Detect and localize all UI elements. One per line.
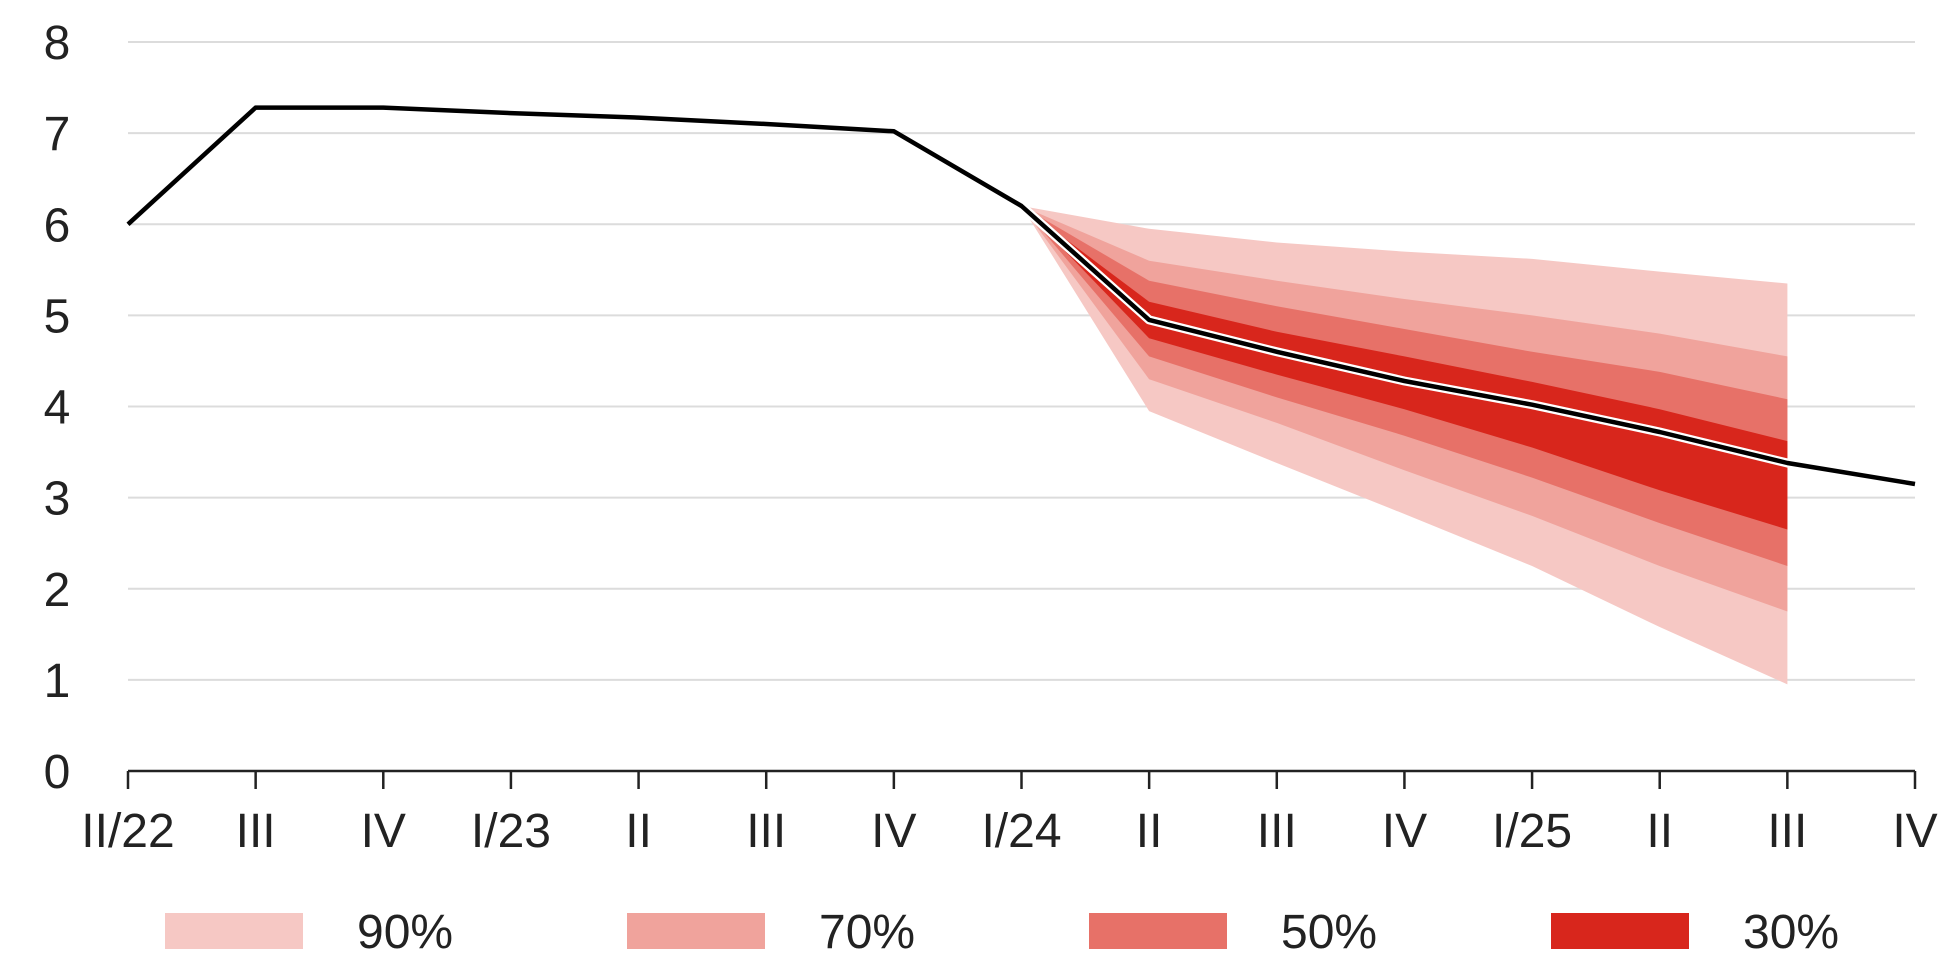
x-tick-label: IV — [1382, 805, 1427, 858]
fan-bands — [1021, 206, 1788, 685]
x-tick-label: III — [236, 805, 276, 858]
y-tick-labels: 0 1 2 3 4 5 6 7 8 — [44, 17, 71, 799]
gridlines — [128, 41, 1915, 681]
x-tick-label: III — [1767, 805, 1807, 858]
x-tick-label: I/24 — [981, 805, 1061, 858]
legend-swatch-90pct — [165, 913, 303, 949]
y-tick-label: 6 — [44, 199, 71, 252]
central-projection — [126, 105, 1916, 489]
x-tick-label: IV — [1892, 805, 1937, 858]
legend: 90% 70% 50% 30% — [165, 906, 1839, 954]
y-tick-label: 1 — [44, 655, 71, 708]
x-tick-label: IV — [361, 805, 406, 858]
y-tick-label: 3 — [44, 473, 71, 526]
y-tick-label: 5 — [44, 290, 71, 343]
x-tick-label: III — [1257, 805, 1297, 858]
x-tick-label: III — [746, 805, 786, 858]
y-tick-label: 0 — [44, 746, 71, 799]
y-tick-label: 7 — [44, 108, 71, 161]
x-tick-label: II — [625, 805, 652, 858]
central-line — [126, 105, 1916, 487]
legend-label-30pct: 30% — [1743, 906, 1839, 954]
y-tick-label: 2 — [44, 564, 71, 617]
x-tick-label: I/23 — [471, 805, 551, 858]
legend-swatch-70pct — [627, 913, 765, 949]
band-30pct — [1021, 206, 1788, 530]
x-tick-labels: II/22 III IV I/23 II III IV I/24 II III IV I/25 II II… — [81, 805, 1937, 858]
x-tick-label: I/25 — [1492, 805, 1572, 858]
x-tick-label: II/22 — [81, 805, 174, 858]
x-axis — [126, 769, 1917, 789]
legend-swatch-50pct — [1089, 913, 1227, 949]
y-tick-label: 4 — [44, 382, 71, 435]
x-tick-label: II — [1136, 805, 1163, 858]
legend-swatch-30pct — [1551, 913, 1689, 949]
legend-label-70pct: 70% — [819, 906, 915, 954]
x-tick-label: IV — [871, 805, 916, 858]
y-tick-label: 8 — [44, 17, 71, 70]
legend-label-90pct: 90% — [357, 906, 453, 954]
legend-label-50pct: 50% — [1281, 906, 1377, 954]
x-tick-label: II — [1646, 805, 1673, 858]
